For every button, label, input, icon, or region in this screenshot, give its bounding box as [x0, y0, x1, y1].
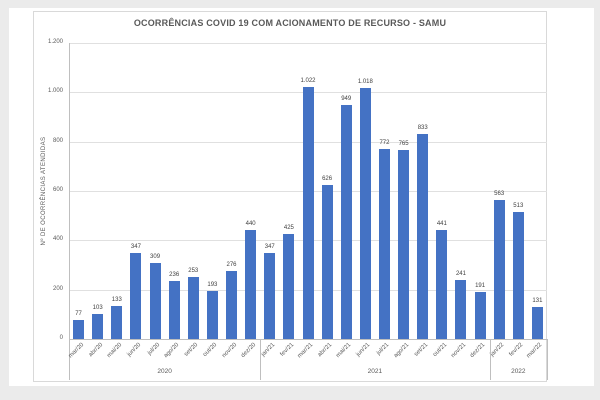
bar	[436, 230, 448, 339]
y-axis-tick-label: 1.000	[47, 88, 63, 95]
year-group-separator	[489, 339, 491, 380]
bar-value-label: 103	[92, 304, 103, 311]
bar-value-label: 131	[532, 297, 543, 304]
bar	[531, 306, 543, 339]
bar	[111, 306, 123, 339]
bar-value-label: 425	[283, 225, 294, 232]
bar-value-label: 191	[475, 282, 486, 289]
bar	[206, 291, 218, 339]
bar	[321, 184, 333, 339]
bar	[149, 262, 161, 339]
bar-value-label: 193	[207, 282, 218, 289]
bar	[264, 253, 276, 339]
bar	[398, 150, 410, 339]
window-edge-right	[594, 0, 600, 400]
y-axis-tick-label: 800	[52, 137, 63, 144]
chart-title: OCORRÊNCIAS COVID 19 COM ACIONAMENTO DE …	[133, 18, 447, 28]
year-group-label: 2020	[157, 368, 172, 375]
year-group-label: 2021	[367, 368, 383, 375]
bar	[130, 253, 142, 339]
bar	[512, 212, 524, 339]
plot-area: 77 mar/20 103 abr/20 133 mai/20 347 jun/20 309 ju…	[67, 43, 548, 380]
bar	[417, 133, 429, 339]
bar-value-label: 833	[417, 124, 428, 131]
bar-value-label: 133	[111, 297, 122, 304]
bar	[378, 148, 390, 339]
year-group-separator	[260, 339, 262, 380]
bar-value-label: 347	[130, 244, 141, 251]
y-axis-tick-label: 1.200	[47, 39, 63, 45]
bar	[168, 280, 180, 339]
y-axis-tick-label: 200	[52, 285, 63, 292]
y-axis-line	[69, 43, 70, 380]
bar	[187, 276, 199, 339]
bar-value-label: 949	[341, 95, 352, 102]
bar	[474, 291, 486, 339]
y-axis-tick-label: 400	[52, 236, 63, 243]
bar	[226, 270, 238, 339]
bar	[493, 200, 505, 339]
bar	[92, 313, 104, 339]
year-group-label: 2022	[511, 368, 526, 375]
bar-value-label: 77	[75, 311, 82, 317]
window-edge-left	[0, 0, 9, 400]
bar	[283, 234, 295, 339]
bar	[455, 279, 467, 339]
year-group-separator	[547, 339, 548, 380]
bar-value-label: 309	[150, 253, 161, 260]
bar	[340, 104, 352, 339]
bar-value-label: 441	[436, 221, 447, 228]
bar-value-label: 347	[264, 244, 275, 251]
bar-value-label: 513	[513, 203, 524, 210]
bar-value-label: 236	[169, 271, 180, 278]
bar	[359, 87, 371, 339]
bar-value-label: 241	[455, 270, 466, 277]
bar-value-label: 1.018	[357, 78, 373, 85]
y-axis-tick-label: 600	[52, 187, 63, 193]
x-axis-line	[69, 339, 547, 340]
bar-value-label: 1.022	[300, 77, 316, 84]
bar-value-label: 440	[245, 221, 256, 228]
bar-value-label: 765	[398, 141, 409, 148]
bar-value-label: 276	[226, 261, 237, 268]
bar-value-label: 626	[322, 175, 333, 182]
y-axis-tick-label: 0	[59, 335, 63, 341]
bar-value-label: 563	[494, 191, 505, 198]
bar-value-label: 772	[379, 139, 390, 146]
bar	[73, 320, 85, 339]
window-edge-top	[0, 0, 600, 8]
bar	[245, 230, 257, 339]
bar-value-label: 253	[188, 267, 199, 274]
window-edge-bottom	[0, 386, 600, 400]
gridline	[69, 43, 547, 44]
chart-card: OCORRÊNCIAS COVID 19 COM ACIONAMENTO DE …	[33, 11, 548, 382]
bar	[302, 86, 314, 339]
